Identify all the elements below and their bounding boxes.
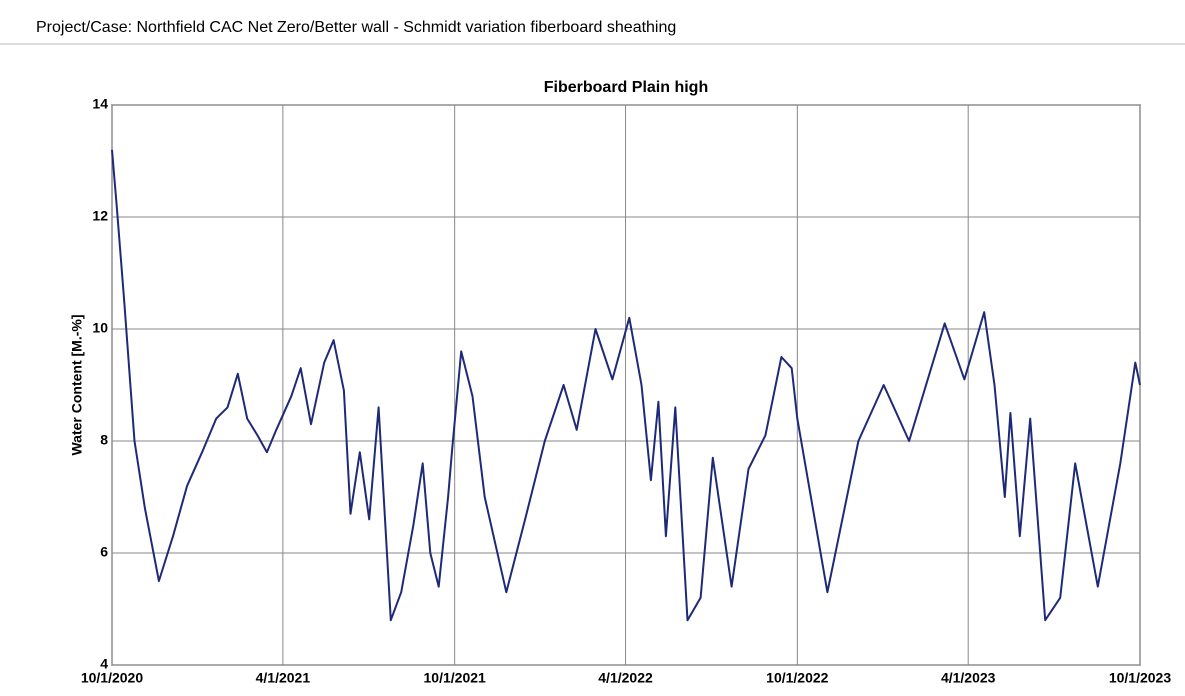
chart-title: Fiberboard Plain high [544, 79, 708, 96]
y-tick-label: 10 [92, 320, 108, 336]
y-tick-label: 14 [92, 96, 108, 112]
project-case: Project/Case: Northfield CAC Net Zero/Be… [36, 19, 676, 36]
x-tick-label: 10/1/2021 [424, 670, 486, 686]
y-tick-label: 4 [100, 656, 108, 672]
y-tick-label: 6 [100, 544, 108, 560]
x-tick-label: 10/1/2020 [81, 670, 143, 686]
x-tick-label: 4/1/2021 [256, 670, 311, 686]
y-tick-label: 8 [100, 432, 108, 448]
data-line [111, 149, 1141, 622]
y-tick-label: 12 [92, 208, 108, 224]
x-tick-label: 4/1/2022 [598, 670, 653, 686]
x-tick-label: 4/1/2023 [941, 670, 996, 686]
x-tick-label: 10/1/2023 [1109, 670, 1171, 686]
x-tick-label: 10/1/2022 [766, 670, 828, 686]
y-axis-label: Water Content [M.-%] [69, 314, 85, 455]
